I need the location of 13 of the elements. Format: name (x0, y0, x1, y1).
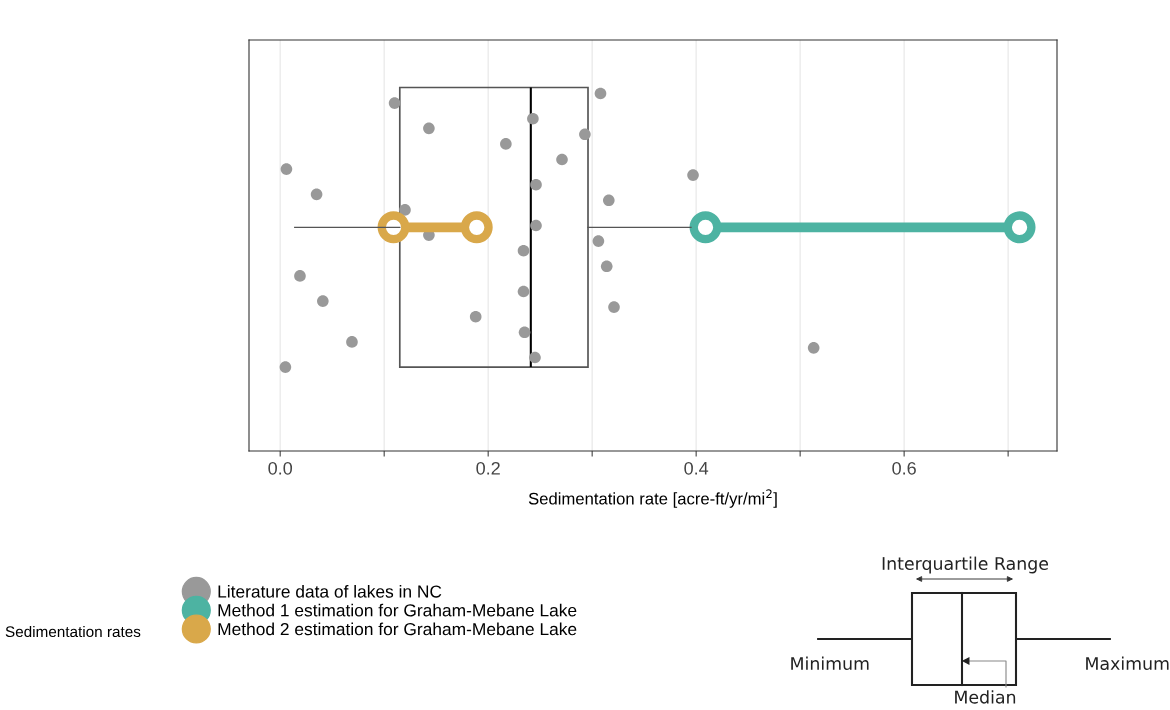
text: Median (955, 690, 1016, 704)
legend-label: Method 1 estimation for Graham-Mebane Lake (218, 603, 577, 617)
legend-label: Literature data of lakes in NC (218, 584, 442, 598)
x-tick-label: 0.2 (476, 461, 500, 475)
legend-title: Sedimentation rates (5, 625, 141, 638)
text: Interquartile Range (882, 556, 1049, 574)
text: Maximum (1086, 656, 1169, 671)
x-tick-label: 0.6 (892, 461, 916, 475)
x-tick-label: 0.0 (268, 461, 293, 475)
text: Minimum (791, 656, 869, 671)
x-tick-label: 0.4 (684, 461, 709, 475)
legend-label: Method 2 estimation for Graham-Mebane Lake (218, 622, 577, 636)
x-axis-title: Sedimentation rate [acre-ft/yr/mi$^{2}$] (528, 489, 777, 508)
